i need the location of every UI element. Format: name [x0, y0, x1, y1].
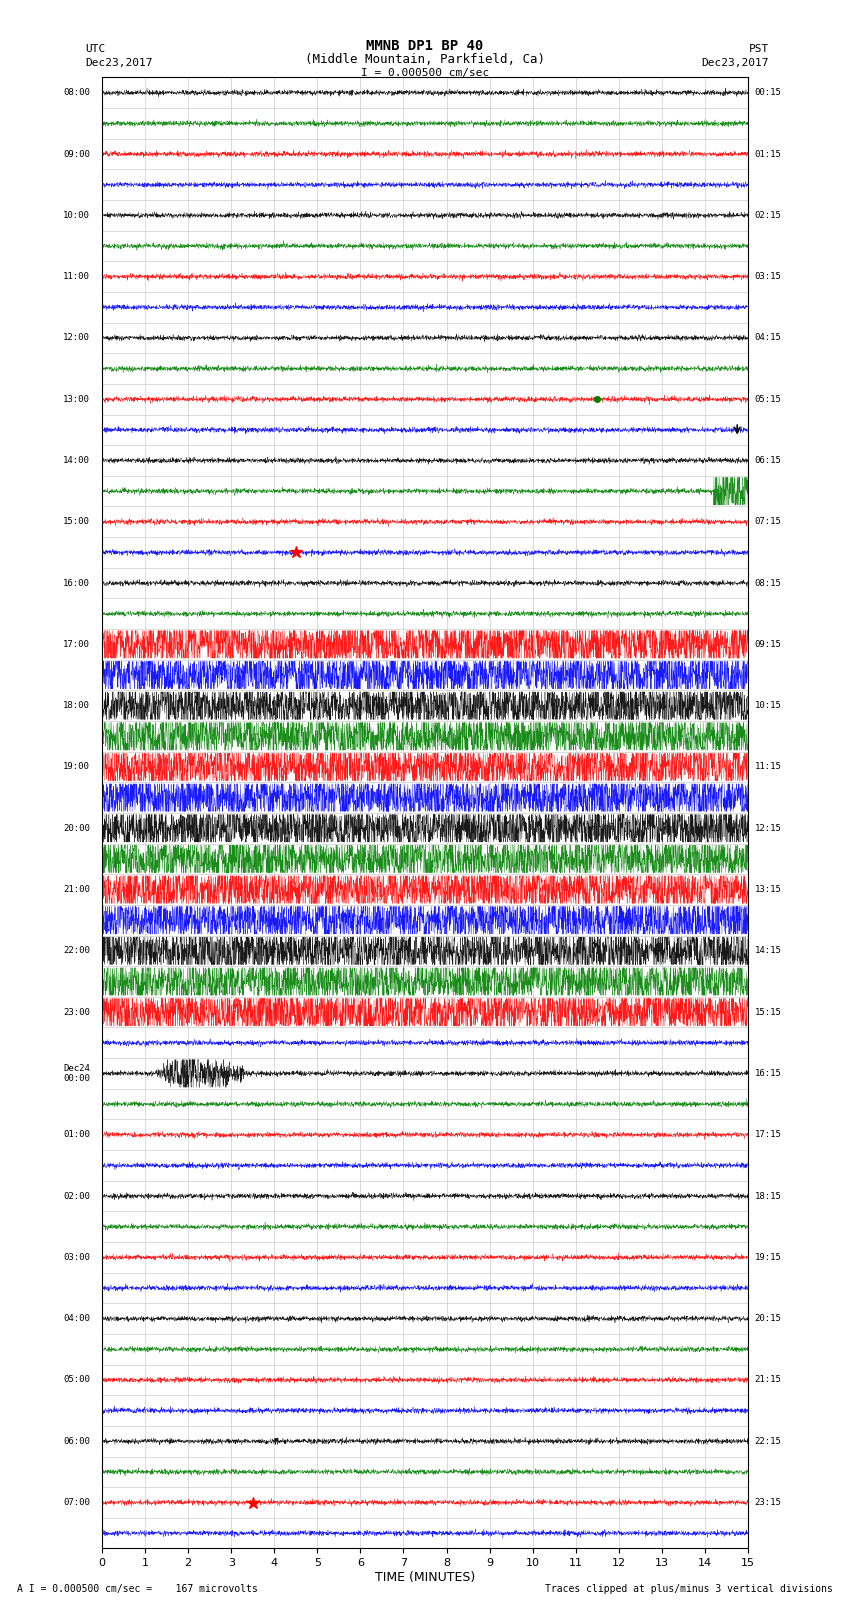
Text: Dec23,2017: Dec23,2017 — [702, 58, 769, 68]
Text: 03:00: 03:00 — [63, 1253, 90, 1261]
Text: UTC: UTC — [85, 44, 105, 53]
Text: 19:15: 19:15 — [755, 1253, 781, 1261]
Text: 02:15: 02:15 — [755, 211, 781, 219]
Text: 12:15: 12:15 — [755, 824, 781, 832]
Text: 07:00: 07:00 — [63, 1498, 90, 1507]
Text: 06:00: 06:00 — [63, 1437, 90, 1445]
Text: 18:00: 18:00 — [63, 702, 90, 710]
Text: 08:00: 08:00 — [63, 89, 90, 97]
Text: MMNB DP1 BP 40: MMNB DP1 BP 40 — [366, 39, 484, 53]
Text: 05:00: 05:00 — [63, 1376, 90, 1384]
Text: 09:00: 09:00 — [63, 150, 90, 158]
Text: 10:15: 10:15 — [755, 702, 781, 710]
Text: PST: PST — [749, 44, 769, 53]
Text: 22:00: 22:00 — [63, 947, 90, 955]
Text: 11:00: 11:00 — [63, 273, 90, 281]
Text: 17:15: 17:15 — [755, 1131, 781, 1139]
Text: 15:15: 15:15 — [755, 1008, 781, 1016]
Text: 20:00: 20:00 — [63, 824, 90, 832]
Text: 23:00: 23:00 — [63, 1008, 90, 1016]
Text: 19:00: 19:00 — [63, 763, 90, 771]
Text: 03:15: 03:15 — [755, 273, 781, 281]
Text: 14:15: 14:15 — [755, 947, 781, 955]
Text: 11:15: 11:15 — [755, 763, 781, 771]
Text: 20:15: 20:15 — [755, 1315, 781, 1323]
Text: 07:15: 07:15 — [755, 518, 781, 526]
Text: 01:15: 01:15 — [755, 150, 781, 158]
Text: 13:15: 13:15 — [755, 886, 781, 894]
Text: 01:00: 01:00 — [63, 1131, 90, 1139]
Text: 12:00: 12:00 — [63, 334, 90, 342]
Text: A I = 0.000500 cm/sec =    167 microvolts: A I = 0.000500 cm/sec = 167 microvolts — [17, 1584, 258, 1594]
Text: 00:15: 00:15 — [755, 89, 781, 97]
Text: Dec24
00:00: Dec24 00:00 — [63, 1063, 90, 1084]
Text: 08:15: 08:15 — [755, 579, 781, 587]
Text: 02:00: 02:00 — [63, 1192, 90, 1200]
Text: 22:15: 22:15 — [755, 1437, 781, 1445]
Text: 16:00: 16:00 — [63, 579, 90, 587]
Text: 21:15: 21:15 — [755, 1376, 781, 1384]
X-axis label: TIME (MINUTES): TIME (MINUTES) — [375, 1571, 475, 1584]
Text: 17:00: 17:00 — [63, 640, 90, 648]
Text: 16:15: 16:15 — [755, 1069, 781, 1077]
Text: Dec23,2017: Dec23,2017 — [85, 58, 152, 68]
Text: 15:00: 15:00 — [63, 518, 90, 526]
Text: 04:00: 04:00 — [63, 1315, 90, 1323]
Text: Traces clipped at plus/minus 3 vertical divisions: Traces clipped at plus/minus 3 vertical … — [545, 1584, 833, 1594]
Text: 21:00: 21:00 — [63, 886, 90, 894]
Text: I = 0.000500 cm/sec: I = 0.000500 cm/sec — [361, 68, 489, 77]
Text: 10:00: 10:00 — [63, 211, 90, 219]
Text: (Middle Mountain, Parkfield, Ca): (Middle Mountain, Parkfield, Ca) — [305, 53, 545, 66]
Text: 05:15: 05:15 — [755, 395, 781, 403]
Text: 06:15: 06:15 — [755, 456, 781, 465]
Text: 14:00: 14:00 — [63, 456, 90, 465]
Text: 13:00: 13:00 — [63, 395, 90, 403]
Text: 23:15: 23:15 — [755, 1498, 781, 1507]
Text: 09:15: 09:15 — [755, 640, 781, 648]
Text: 18:15: 18:15 — [755, 1192, 781, 1200]
Text: 04:15: 04:15 — [755, 334, 781, 342]
